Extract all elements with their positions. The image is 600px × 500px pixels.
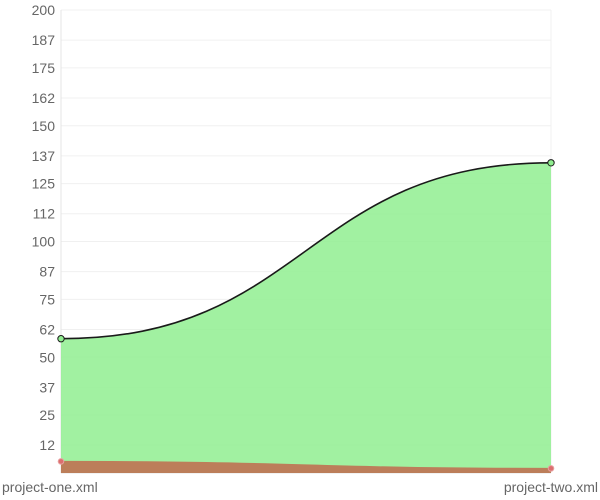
y-tick-label: 12: [39, 437, 55, 453]
series-line-0: [60, 161, 552, 340]
data-point[interactable]: [547, 465, 555, 472]
series-area-1: [61, 461, 551, 473]
y-tick-label: 187: [32, 32, 56, 48]
y-tick-label: 50: [39, 349, 55, 365]
y-tick-label: 87: [39, 264, 55, 280]
data-points: [57, 159, 555, 472]
y-tick-label: 62: [39, 321, 55, 337]
series-line-1: [60, 460, 552, 469]
data-point[interactable]: [57, 335, 65, 343]
data-point[interactable]: [547, 159, 555, 167]
data-point[interactable]: [57, 458, 65, 465]
y-tick-label: 150: [32, 118, 56, 134]
series-areas: [60, 161, 552, 473]
x-tick-label: project-two.xml: [504, 479, 598, 495]
y-tick-label: 125: [32, 176, 56, 192]
y-tick-label: 112: [33, 206, 56, 222]
y-tick-label: 75: [39, 291, 55, 307]
y-tick-label: 200: [32, 2, 56, 18]
series-area-0: [61, 162, 551, 473]
y-tick-label: 137: [32, 148, 56, 164]
y-tick-label: 162: [32, 90, 56, 106]
x-axis: project-one.xml project-two.xml: [2, 479, 598, 495]
y-tick-label: 100: [32, 234, 56, 250]
y-tick-label: 175: [32, 60, 56, 76]
x-tick-label: project-one.xml: [2, 479, 98, 495]
y-tick-label: 25: [39, 407, 55, 423]
y-tick-label: 37: [39, 379, 55, 395]
y-axis: 200 187 175 162 150 137 125 112 100 87 75 62 50 37 25 1…: [32, 2, 56, 453]
